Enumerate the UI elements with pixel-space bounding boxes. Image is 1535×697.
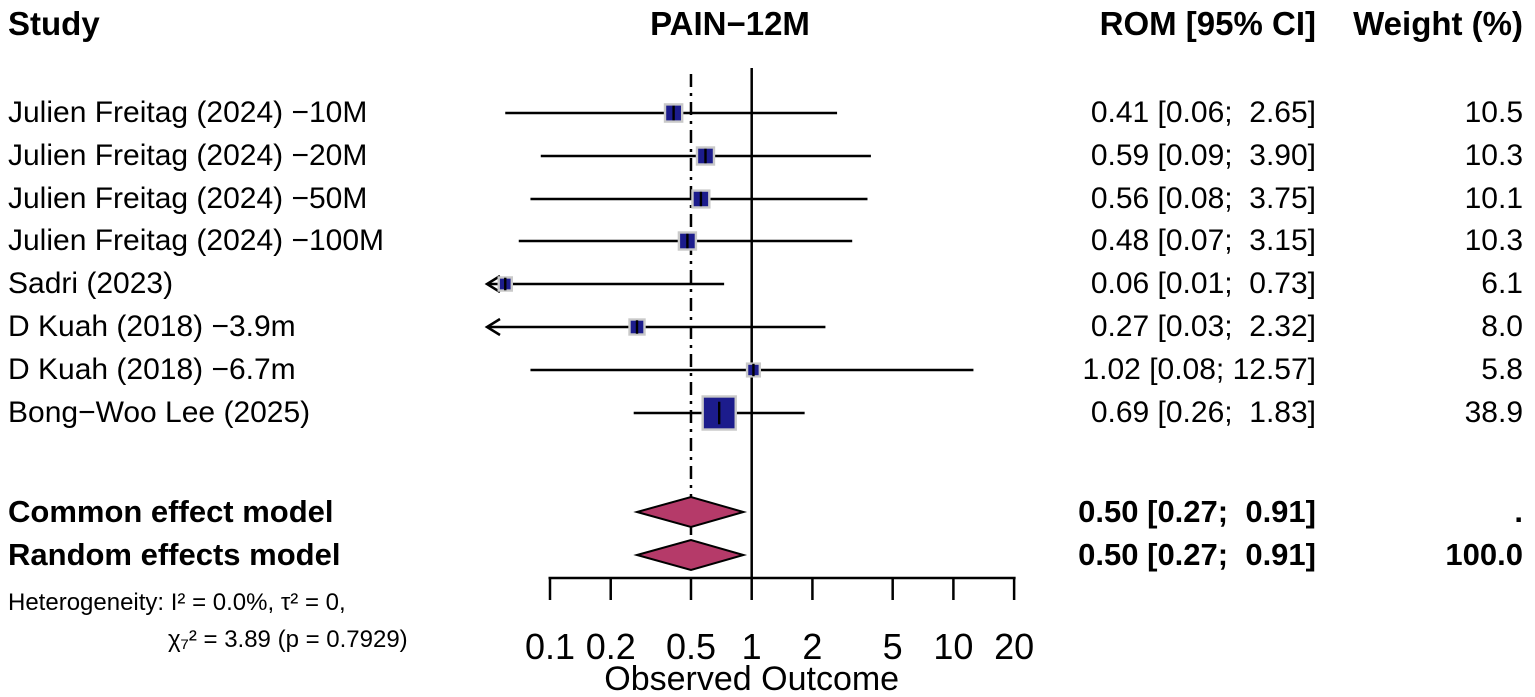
x-tick-label: 20 bbox=[994, 626, 1034, 667]
weight-value: 10.3 bbox=[1464, 224, 1523, 257]
study-label: D Kuah (2018) −3.9m bbox=[8, 310, 296, 343]
weight-value: 8.0 bbox=[1481, 310, 1523, 343]
study-label: Julien Freitag (2024) −100M bbox=[8, 224, 385, 257]
model-label: Common effect model bbox=[8, 494, 334, 529]
rom-ci-value: 0.41 [0.06; 2.65] bbox=[1090, 96, 1316, 129]
weight-value: 10.1 bbox=[1464, 182, 1523, 215]
study-label: Julien Freitag (2024) −50M bbox=[8, 182, 368, 215]
rom-ci-value: 0.27 [0.03; 2.32] bbox=[1090, 310, 1316, 343]
diamond-common-effect bbox=[633, 495, 748, 529]
rom-ci-value: 0.48 [0.07; 3.15] bbox=[1090, 224, 1316, 257]
x-tick-label: 2 bbox=[802, 626, 822, 667]
model-rom-ci-value: 0.50 [0.27; 0.91] bbox=[1078, 494, 1316, 529]
weight-value: 6.1 bbox=[1481, 267, 1523, 300]
study-label: Julien Freitag (2024) −10M bbox=[8, 96, 368, 129]
rom-ci-value: 0.06 [0.01; 0.73] bbox=[1090, 267, 1316, 300]
heterogeneity-stats-line1: Heterogeneity: I² = 0.0%, τ² = 0, bbox=[8, 589, 346, 616]
study-label: Bong−Woo Lee (2025) bbox=[8, 396, 311, 429]
model-weight-value: 100.0 bbox=[1445, 537, 1523, 572]
weight-value: 38.9 bbox=[1464, 396, 1523, 429]
x-tick-label: 0.5 bbox=[666, 626, 716, 667]
x-axis-title: Observed Outcome bbox=[604, 660, 899, 697]
study-label: Julien Freitag (2024) −20M bbox=[8, 139, 368, 172]
x-tick-label: 1 bbox=[742, 626, 762, 667]
heterogeneity-stats-line2: χ₇² = 3.89 (p = 0.7929) bbox=[168, 626, 408, 653]
study-label: D Kuah (2018) −6.7m bbox=[8, 353, 296, 386]
column-header-study: Study bbox=[8, 5, 100, 42]
x-tick-label: 10 bbox=[933, 626, 973, 667]
rom-ci-value: 0.56 [0.08; 3.75] bbox=[1090, 182, 1316, 215]
plot-title: PAIN−12M bbox=[650, 5, 810, 42]
model-label: Random effects model bbox=[8, 537, 341, 572]
column-header-rom-ci: ROM [95% CI] bbox=[1099, 5, 1316, 42]
weight-value: 10.3 bbox=[1464, 139, 1523, 172]
rom-ci-value: 1.02 [0.08; 12.57] bbox=[1082, 353, 1316, 386]
rom-ci-value: 0.69 [0.26; 1.83] bbox=[1090, 396, 1316, 429]
diamond-random-effects bbox=[633, 538, 748, 572]
weight-value: 5.8 bbox=[1481, 353, 1523, 386]
rom-ci-value: 0.59 [0.09; 3.90] bbox=[1090, 139, 1316, 172]
x-tick-label: 5 bbox=[883, 626, 903, 667]
x-tick-label: 0.2 bbox=[586, 626, 636, 667]
column-header-weight: Weight (%) bbox=[1353, 5, 1523, 42]
study-label: Sadri (2023) bbox=[8, 267, 174, 300]
ci-truncation-arrow-left bbox=[484, 274, 501, 294]
model-weight-value: . bbox=[1514, 494, 1523, 529]
model-rom-ci-value: 0.50 [0.27; 0.91] bbox=[1078, 537, 1316, 572]
ci-truncation-arrow-left bbox=[484, 317, 501, 337]
x-tick-label: 0.1 bbox=[525, 626, 575, 667]
weight-value: 10.5 bbox=[1464, 96, 1523, 129]
